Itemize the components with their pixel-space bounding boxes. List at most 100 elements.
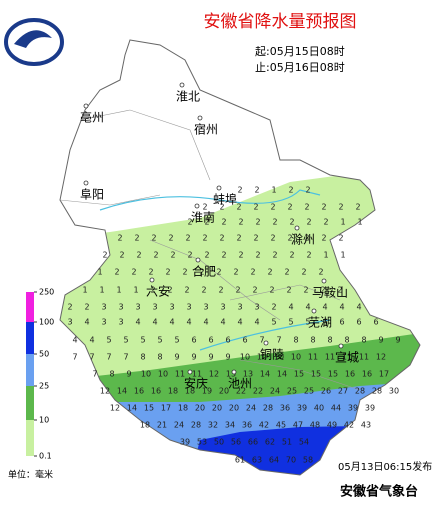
station-value: 2 xyxy=(236,203,241,212)
city-label: 滁州 xyxy=(291,232,315,247)
city-label: 淮北 xyxy=(176,90,200,104)
station-value: 2 xyxy=(218,286,223,295)
station-value: 4 xyxy=(135,318,140,327)
station-value: 8 xyxy=(361,336,366,345)
city-borders xyxy=(59,109,361,391)
station-value: 4 xyxy=(203,318,208,327)
station-value: 4 xyxy=(72,336,77,345)
station-value: 7 xyxy=(106,353,111,362)
station-value: 2 xyxy=(288,186,293,195)
station-value: 9 xyxy=(225,353,230,362)
station-value: 58 xyxy=(303,456,313,465)
station-value: 2 xyxy=(148,268,153,277)
station-value: 15 xyxy=(294,370,304,379)
station-value: 7 xyxy=(123,353,128,362)
station-value: 5 xyxy=(305,318,310,327)
station-value: 18 xyxy=(185,387,195,396)
station-value: 2 xyxy=(235,286,240,295)
station-value: 11 xyxy=(325,353,335,362)
logo xyxy=(4,18,64,66)
legend-label: 0.1 xyxy=(39,452,52,461)
station-value: 45 xyxy=(276,421,286,430)
station-value: 3 xyxy=(67,318,72,327)
city-dot xyxy=(197,115,203,121)
station-value: 16 xyxy=(362,370,372,379)
station-value: 20 xyxy=(195,404,205,413)
city-dot xyxy=(194,203,200,209)
station-value: 2 xyxy=(238,218,243,227)
station-value: 2 xyxy=(199,268,204,277)
legend-swatch xyxy=(26,292,34,322)
station-value: 2 xyxy=(236,234,241,243)
station-value: 2 xyxy=(323,218,328,227)
station-value: 39 xyxy=(180,438,190,447)
station-value: 5 xyxy=(157,336,162,345)
station-value: 4 xyxy=(288,303,293,312)
station-value: 9 xyxy=(174,353,179,362)
station-value: 18 xyxy=(168,387,178,396)
station-value: 4 xyxy=(356,303,361,312)
station-value: 1 xyxy=(271,186,276,195)
station-value: 2 xyxy=(219,234,224,243)
station-value: 2 xyxy=(337,286,342,295)
station-value: 22 xyxy=(236,387,246,396)
city-label: 蚌埠 xyxy=(213,193,237,207)
station-value: 2 xyxy=(267,268,272,277)
station-value: 2 xyxy=(289,251,294,260)
station-value: 8 xyxy=(344,336,349,345)
station-value: 20 xyxy=(219,387,229,396)
station-value: 3 xyxy=(118,318,123,327)
station-value: 9 xyxy=(395,336,400,345)
rivers xyxy=(99,189,331,351)
station-value: 5 xyxy=(106,336,111,345)
station-value: 2 xyxy=(216,268,221,277)
unit: 单位：毫米 xyxy=(8,469,53,481)
station-value: 8 xyxy=(327,336,332,345)
station-value: 2 xyxy=(284,268,289,277)
station-value: 51 xyxy=(282,438,292,447)
station-value: 7 xyxy=(72,353,77,362)
station-value: 53 xyxy=(197,438,207,447)
station-value: 2 xyxy=(306,251,311,260)
station-value: 4 xyxy=(339,303,344,312)
station-value: 17 xyxy=(161,404,171,413)
station-value: 10 xyxy=(240,353,250,362)
station-value: 2 xyxy=(153,251,158,260)
station-value: 4 xyxy=(89,336,94,345)
station-value: 21 xyxy=(157,421,167,430)
station-value: 3 xyxy=(237,303,242,312)
station-value: 64 xyxy=(269,456,279,465)
city-dot xyxy=(216,185,222,191)
station-value: 24 xyxy=(174,421,184,430)
station-value: 2 xyxy=(255,251,260,260)
city-label: 马鞍山 xyxy=(312,285,348,300)
station-value: 18 xyxy=(178,404,188,413)
station-value: 6 xyxy=(242,336,247,345)
station-value: 2 xyxy=(287,234,292,243)
station-value: 8 xyxy=(293,336,298,345)
station-value: 2 xyxy=(102,251,107,260)
station-value: 1 xyxy=(357,218,362,227)
agency: 安徽省气象台 xyxy=(340,484,418,500)
station-value: 2 xyxy=(238,251,243,260)
station-value: 6 xyxy=(322,318,327,327)
station-value: 2 xyxy=(304,234,309,243)
station-value: 9 xyxy=(126,370,131,379)
station-value: 3 xyxy=(101,318,106,327)
station-value: 5 xyxy=(271,318,276,327)
station-value: 2 xyxy=(114,268,119,277)
station-value: 2 xyxy=(304,203,309,212)
station-value: 2 xyxy=(219,203,224,212)
station-value: 18 xyxy=(140,421,150,430)
station-value: 11 xyxy=(359,353,369,362)
station-value: 2 xyxy=(320,286,325,295)
station-value: 50 xyxy=(214,438,224,447)
station-value: 2 xyxy=(84,303,89,312)
station-value: 2 xyxy=(305,186,310,195)
city-label: 淮南 xyxy=(191,210,215,225)
station-value: 22 xyxy=(253,387,263,396)
city-dot xyxy=(195,257,201,263)
station-value: 1 xyxy=(116,286,121,295)
station-value: 5 xyxy=(140,336,145,345)
